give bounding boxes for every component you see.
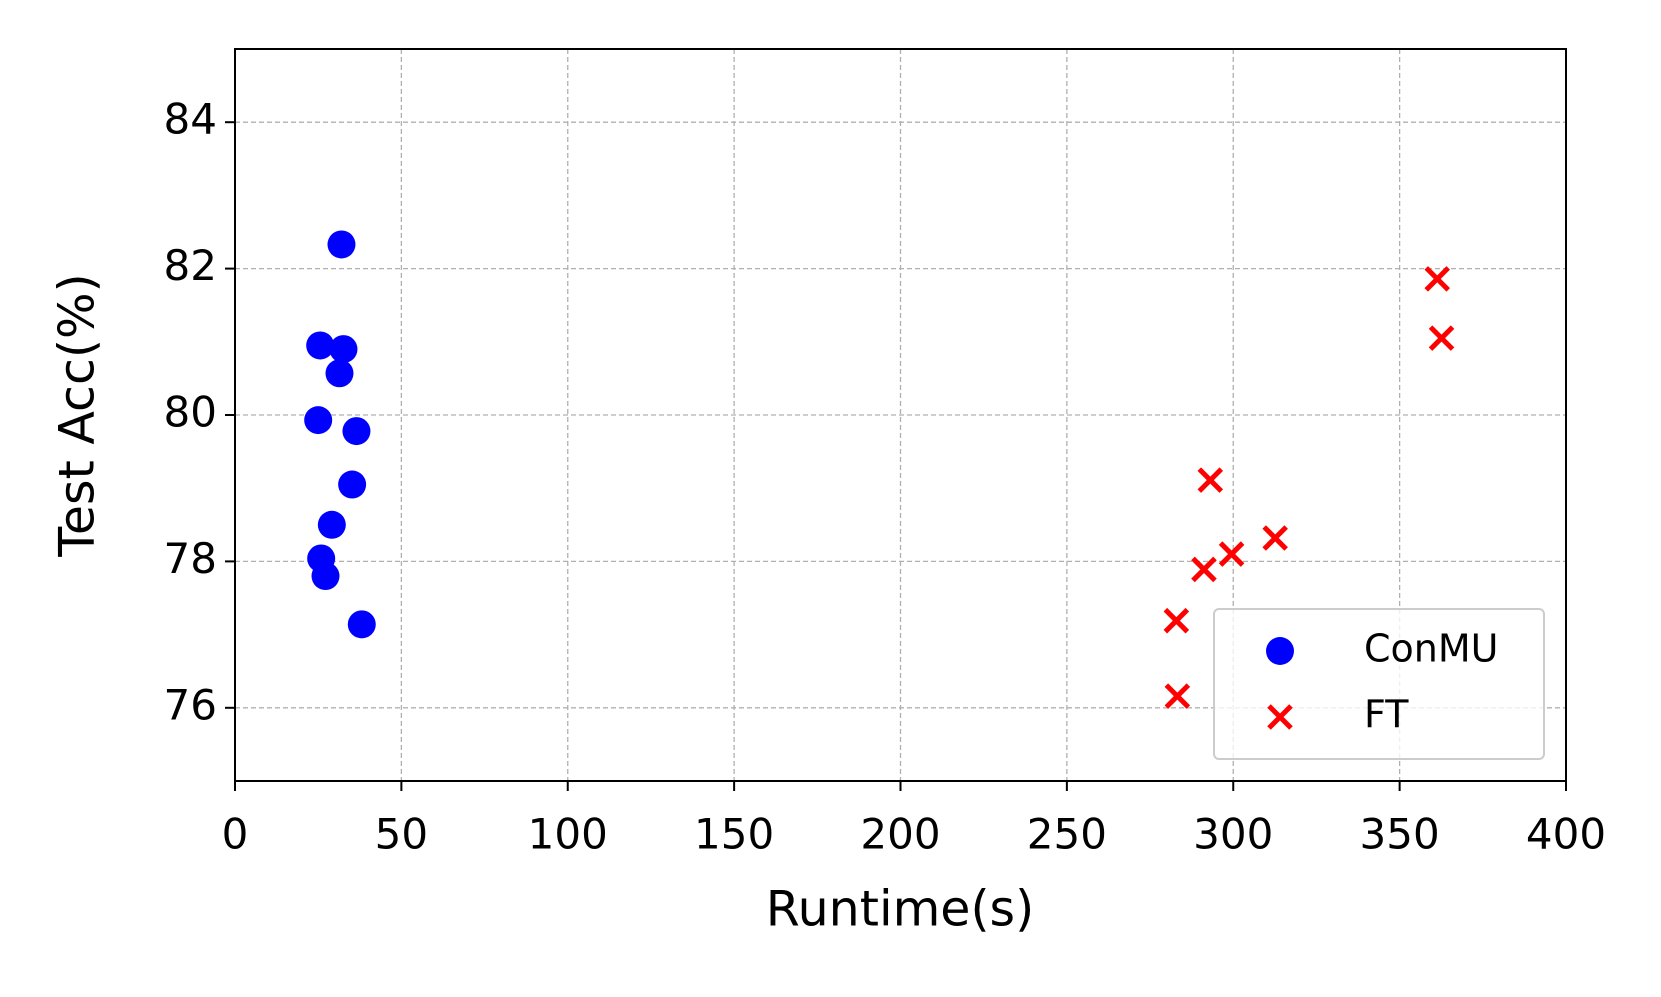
y-tick-label: 80 — [164, 388, 217, 437]
x-tick-label: 350 — [1360, 810, 1440, 859]
y-tick-label: 84 — [164, 95, 217, 144]
y-tick-label: 82 — [164, 241, 217, 290]
x-stroke — [1163, 607, 1190, 634]
x-tick-label: 250 — [1027, 810, 1107, 859]
x-stroke — [1191, 556, 1217, 583]
point — [1424, 266, 1450, 292]
x-tick-label: 0 — [222, 810, 249, 859]
x-stroke — [1267, 704, 1293, 730]
x-stroke — [1428, 325, 1455, 351]
legend-box — [1213, 608, 1545, 760]
x-stroke — [1197, 467, 1224, 493]
point — [327, 230, 356, 259]
point — [317, 510, 346, 539]
x-tick-label: 200 — [860, 810, 940, 859]
x-tick-label: 100 — [528, 810, 608, 859]
point — [311, 562, 340, 591]
point — [1197, 467, 1224, 493]
point — [304, 406, 333, 435]
x-stroke — [1164, 683, 1191, 709]
y-tick-label: 78 — [164, 534, 217, 583]
x-axis-label: Runtime(s) — [766, 881, 1034, 938]
x-tick-label: 50 — [375, 810, 428, 859]
x-tick-label: 300 — [1193, 810, 1273, 859]
point — [329, 335, 358, 364]
legend-label: FT — [1364, 693, 1409, 737]
point — [1164, 683, 1191, 709]
x-tick-label: 150 — [694, 810, 774, 859]
axes-frame — [234, 48, 1567, 782]
y-axis-label: Test Acc(%) — [49, 273, 106, 557]
point — [338, 470, 367, 499]
point — [1218, 541, 1245, 567]
x-stroke — [1262, 525, 1288, 551]
point — [325, 359, 354, 388]
x-stroke — [1218, 541, 1245, 567]
point — [342, 417, 371, 446]
point — [1428, 325, 1455, 351]
x-stroke — [1424, 266, 1450, 292]
point — [306, 331, 335, 360]
legend-marker — [1266, 637, 1294, 665]
y-tick-label: 76 — [164, 680, 217, 729]
x-tick-label: 400 — [1526, 810, 1606, 859]
point — [347, 610, 376, 639]
point — [1262, 525, 1288, 551]
legend-marker — [1267, 704, 1293, 730]
point — [1191, 556, 1217, 583]
legend-label: ConMU — [1364, 627, 1498, 671]
point — [1163, 607, 1190, 634]
